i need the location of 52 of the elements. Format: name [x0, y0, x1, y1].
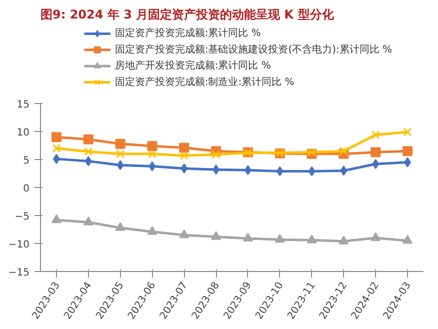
point	[147, 226, 158, 235]
point	[51, 214, 62, 224]
point	[83, 134, 94, 144]
point	[180, 151, 188, 160]
point	[51, 132, 62, 142]
y-tick-label: 5	[23, 156, 30, 166]
point	[148, 161, 156, 172]
y-tick-label: 10	[16, 128, 30, 138]
point	[306, 234, 317, 244]
point	[340, 166, 348, 176]
point	[84, 156, 92, 166]
point	[242, 232, 253, 242]
point	[370, 232, 381, 241]
point	[276, 166, 284, 176]
point	[338, 236, 349, 244]
point	[115, 138, 126, 149]
y-tick-label: −15	[8, 268, 30, 278]
y-tick-label: 0	[23, 184, 30, 194]
point	[403, 128, 412, 136]
point	[274, 234, 285, 243]
point	[116, 160, 124, 170]
point	[52, 144, 61, 153]
point	[116, 150, 125, 158]
point	[83, 216, 94, 226]
point	[211, 231, 222, 240]
legend-label: 固定资产投资完成额:基础设施建设投资(不含电力):累计同比 %	[114, 43, 392, 56]
point	[404, 157, 412, 168]
y-tick-label: −5	[14, 212, 30, 222]
legend-label: 固定资产投资完成额:累计同比 %	[114, 27, 261, 40]
point	[308, 166, 316, 176]
point	[148, 150, 156, 158]
y-tick-label: −10	[8, 240, 30, 250]
point	[212, 150, 220, 159]
legend-label: 固定资产投资完成额:制造业:累计同比 %	[114, 76, 294, 88]
point	[244, 165, 252, 176]
y-tick-label: 15	[16, 100, 30, 110]
point	[339, 146, 348, 156]
point	[372, 158, 380, 169]
point	[179, 142, 190, 153]
legend-label: 房地产开发投资完成额:累计同比 %	[114, 60, 271, 72]
point	[147, 141, 158, 152]
point	[212, 164, 220, 175]
point	[52, 154, 60, 164]
point	[371, 130, 380, 140]
point	[402, 235, 413, 244]
point	[179, 229, 190, 238]
point	[84, 147, 93, 156]
point	[370, 147, 381, 158]
chart-title: 图9: 2024 年 3 月固定资产投资的动能呈现 K 型分化	[40, 8, 335, 22]
point	[402, 146, 413, 156]
point	[180, 163, 188, 174]
point	[115, 222, 126, 231]
